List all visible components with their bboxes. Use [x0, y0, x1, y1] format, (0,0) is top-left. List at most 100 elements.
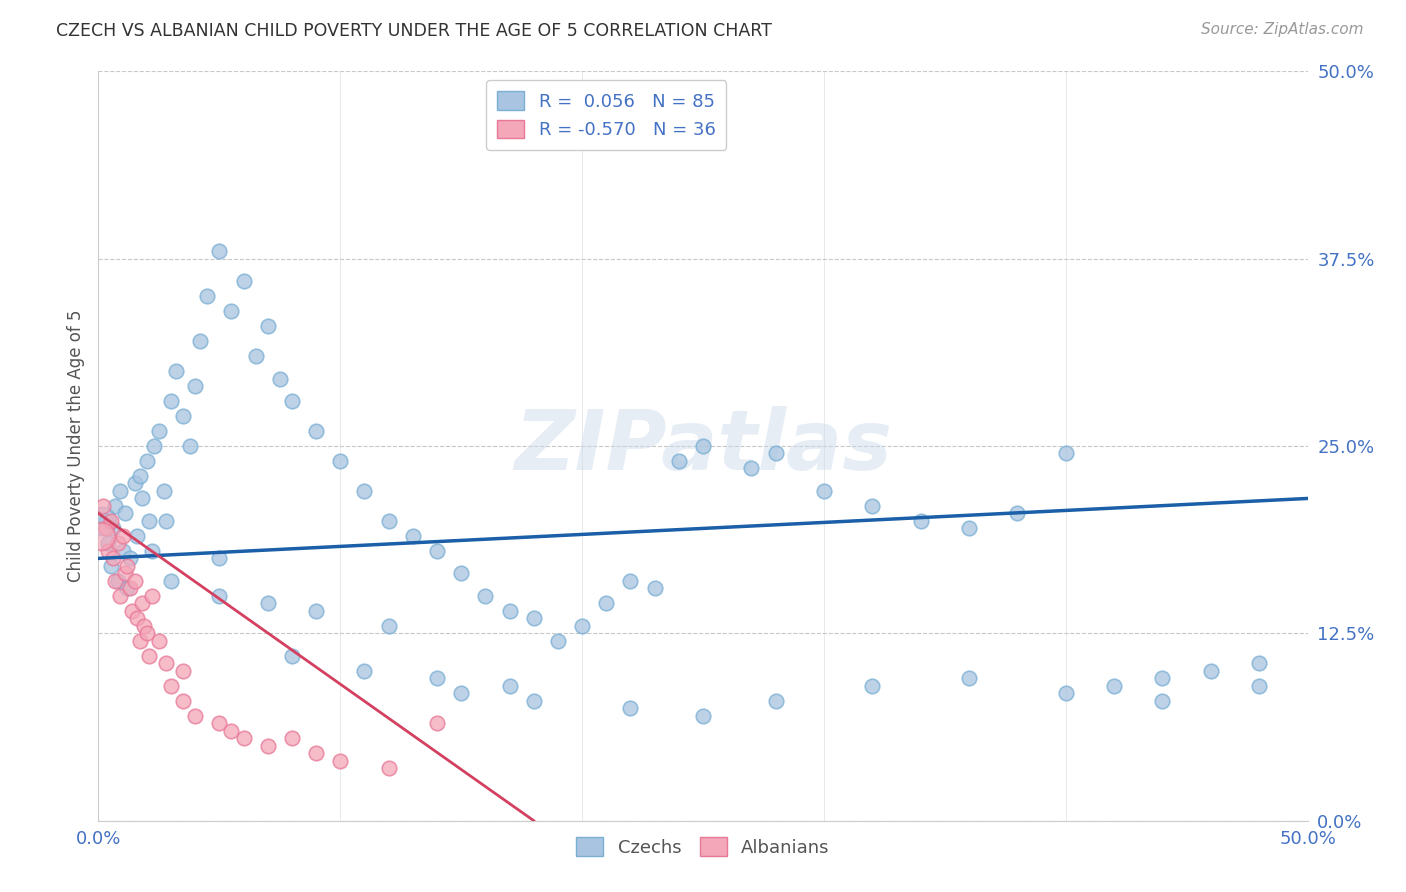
- Point: [134, 619, 156, 633]
- Point: [184, 708, 207, 723]
- Point: [1102, 679, 1125, 693]
- Point: [765, 446, 787, 460]
- Point: [172, 664, 194, 678]
- Point: [195, 289, 218, 303]
- Point: [165, 364, 187, 378]
- Point: [498, 679, 520, 693]
- Point: [765, 694, 787, 708]
- Point: [377, 619, 399, 633]
- Point: [94, 514, 117, 528]
- Point: [94, 521, 117, 535]
- Point: [104, 499, 127, 513]
- Y-axis label: Child Poverty Under the Age of 5: Child Poverty Under the Age of 5: [66, 310, 84, 582]
- Point: [523, 611, 546, 625]
- Point: [155, 657, 177, 671]
- Point: [269, 371, 291, 385]
- Point: [426, 716, 449, 731]
- Point: [305, 604, 328, 618]
- Point: [141, 544, 163, 558]
- Point: [232, 731, 254, 746]
- Point: [141, 589, 163, 603]
- Point: [131, 491, 153, 506]
- Point: [450, 566, 472, 581]
- Point: [152, 483, 174, 498]
- Point: [523, 694, 546, 708]
- Point: [124, 574, 146, 588]
- Point: [305, 746, 328, 760]
- Point: [128, 469, 150, 483]
- Point: [305, 424, 328, 438]
- Point: [131, 596, 153, 610]
- Point: [127, 529, 149, 543]
- Point: [692, 439, 714, 453]
- Point: [208, 244, 231, 259]
- Point: [910, 514, 932, 528]
- Point: [957, 521, 980, 535]
- Point: [124, 476, 146, 491]
- Point: [957, 671, 980, 685]
- Point: [402, 529, 425, 543]
- Point: [1199, 664, 1222, 678]
- Point: [1249, 679, 1271, 693]
- Point: [692, 708, 714, 723]
- Point: [148, 424, 170, 438]
- Point: [138, 648, 160, 663]
- Point: [160, 679, 183, 693]
- Point: [256, 319, 278, 334]
- Point: [100, 514, 122, 528]
- Point: [860, 679, 883, 693]
- Point: [619, 701, 641, 715]
- Point: [127, 611, 149, 625]
- Point: [256, 596, 278, 610]
- Point: [498, 604, 520, 618]
- Point: [121, 604, 143, 618]
- Point: [571, 619, 593, 633]
- Point: [353, 483, 375, 498]
- Point: [377, 514, 399, 528]
- Point: [155, 514, 177, 528]
- Point: [184, 379, 207, 393]
- Point: [114, 566, 136, 581]
- Point: [281, 394, 304, 409]
- Point: [91, 514, 114, 528]
- Point: [619, 574, 641, 588]
- Point: [97, 536, 120, 550]
- Point: [148, 633, 170, 648]
- Point: [426, 671, 449, 685]
- Point: [221, 304, 243, 318]
- Point: [104, 574, 127, 588]
- Point: [1249, 657, 1271, 671]
- Point: [172, 694, 194, 708]
- Point: [172, 409, 194, 423]
- Point: [188, 334, 211, 348]
- Point: [595, 596, 617, 610]
- Text: Source: ZipAtlas.com: Source: ZipAtlas.com: [1201, 22, 1364, 37]
- Legend: Czechs, Albanians: Czechs, Albanians: [569, 830, 837, 864]
- Point: [160, 574, 183, 588]
- Point: [281, 648, 304, 663]
- Point: [232, 274, 254, 288]
- Point: [108, 589, 131, 603]
- Point: [474, 589, 496, 603]
- Point: [329, 454, 352, 468]
- Point: [740, 461, 762, 475]
- Point: [100, 558, 122, 573]
- Point: [108, 483, 131, 498]
- Point: [111, 544, 134, 558]
- Point: [143, 439, 166, 453]
- Point: [426, 544, 449, 558]
- Point: [118, 582, 141, 596]
- Point: [450, 686, 472, 700]
- Point: [329, 754, 352, 768]
- Point: [256, 739, 278, 753]
- Point: [208, 716, 231, 731]
- Point: [860, 499, 883, 513]
- Text: ZIPatlas: ZIPatlas: [515, 406, 891, 486]
- Point: [135, 454, 157, 468]
- Point: [97, 544, 120, 558]
- Point: [1007, 507, 1029, 521]
- Point: [135, 626, 157, 640]
- Text: CZECH VS ALBANIAN CHILD POVERTY UNDER THE AGE OF 5 CORRELATION CHART: CZECH VS ALBANIAN CHILD POVERTY UNDER TH…: [56, 22, 772, 40]
- Point: [90, 529, 112, 543]
- Point: [813, 483, 835, 498]
